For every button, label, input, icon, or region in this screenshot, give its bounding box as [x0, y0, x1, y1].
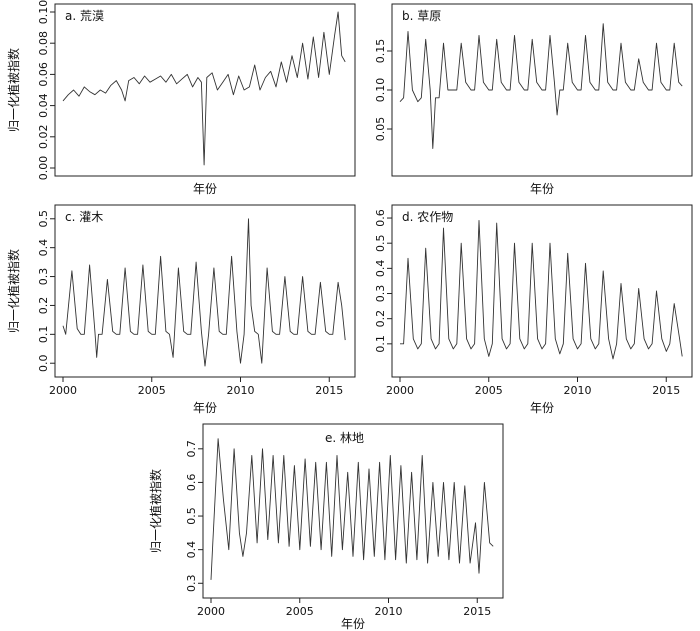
panel-2: 0.0 0.1 0.2 0.3 0.4 0.5 2000 2005 2010 2015 c. 灌木年… — [6, 204, 356, 415]
x-axis-title: 年份 — [530, 401, 554, 415]
y-tick-label: 0.1 — [37, 326, 50, 344]
y-tick-label: 0.5 — [37, 210, 50, 228]
y-tick-label: 0.4 — [37, 239, 50, 257]
y-axis-title: 归一化植被指数 — [6, 249, 21, 333]
plot-frame — [54, 3, 356, 177]
y-tick-label: 0.7 — [185, 440, 198, 458]
series-line-0 — [210, 438, 494, 580]
y-tick-label: 0.4 — [374, 260, 387, 278]
x-tick-label: 2015 — [463, 605, 491, 618]
panel-title: e. 林地 — [325, 431, 364, 445]
y-tick-label: 0.4 — [185, 541, 198, 559]
x-tick-label: 2000 — [386, 384, 414, 397]
x-tick-label: 2005 — [475, 384, 503, 397]
y-tick-label: 0.3 — [37, 268, 50, 286]
x-axis-title: 年份 — [530, 182, 554, 196]
y-tick-label: 0.2 — [374, 310, 387, 328]
y-tick-label: 0.02 — [37, 125, 50, 150]
y-tick-label: 0.06 — [37, 62, 50, 87]
y-tick-label: 0.6 — [374, 209, 387, 227]
x-axis-title: 年份 — [341, 617, 365, 631]
series-line-0 — [62, 11, 346, 166]
series-line-0 — [400, 220, 683, 360]
y-tick-label: 0.3 — [374, 285, 387, 303]
x-axis-title: 年份 — [193, 401, 217, 415]
x-tick-label: 2010 — [375, 605, 403, 618]
plot-frame — [202, 423, 504, 599]
x-tick-label: 2005 — [138, 384, 166, 397]
y-tick-label: 0.6 — [185, 474, 198, 492]
y-tick-label: 0.00 — [37, 156, 50, 181]
y-tick-label: 0.1 — [374, 335, 387, 353]
x-axis-title: 年份 — [193, 182, 217, 196]
y-tick-label: 0.2 — [37, 297, 50, 315]
series-line-0 — [62, 218, 346, 367]
y-tick-label: 0.10 — [374, 78, 387, 103]
panel-title: d. 农作物 — [402, 210, 453, 224]
plot-frame — [391, 204, 693, 378]
y-tick-label: 0.5 — [374, 234, 387, 252]
panel-title: a. 荒漠 — [65, 9, 104, 23]
y-axis-title: 归一化植被指数 — [6, 48, 21, 132]
y-tick-label: 0.05 — [374, 117, 387, 142]
panel-title: c. 灌木 — [65, 210, 103, 224]
x-tick-label: 2015 — [652, 384, 680, 397]
x-tick-label: 2000 — [197, 605, 225, 618]
y-tick-label: 0.5 — [185, 507, 198, 525]
y-tick-label: 0.10 — [37, 0, 50, 24]
x-tick-label: 2010 — [564, 384, 592, 397]
y-tick-label: 0.04 — [37, 93, 50, 118]
x-tick-label: 2010 — [227, 384, 255, 397]
y-tick-label: 0.0 — [37, 354, 50, 372]
x-tick-label: 2005 — [286, 605, 314, 618]
y-tick-label: 0.08 — [37, 31, 50, 56]
x-tick-label: 2015 — [315, 384, 343, 397]
y-axis-title: 归一化植被指数 — [148, 469, 163, 553]
series-line-0 — [399, 23, 683, 149]
panel-title: b. 草原 — [402, 9, 441, 23]
x-tick-label: 2000 — [49, 384, 77, 397]
panel-3: 0.1 0.2 0.3 0.4 0.5 0.6 2000 2005 2010 2015 d. 农作物… — [374, 204, 693, 415]
y-tick-label: 0.3 — [185, 575, 198, 593]
y-tick-label: 0.15 — [374, 39, 387, 64]
plot-frame — [54, 204, 356, 378]
